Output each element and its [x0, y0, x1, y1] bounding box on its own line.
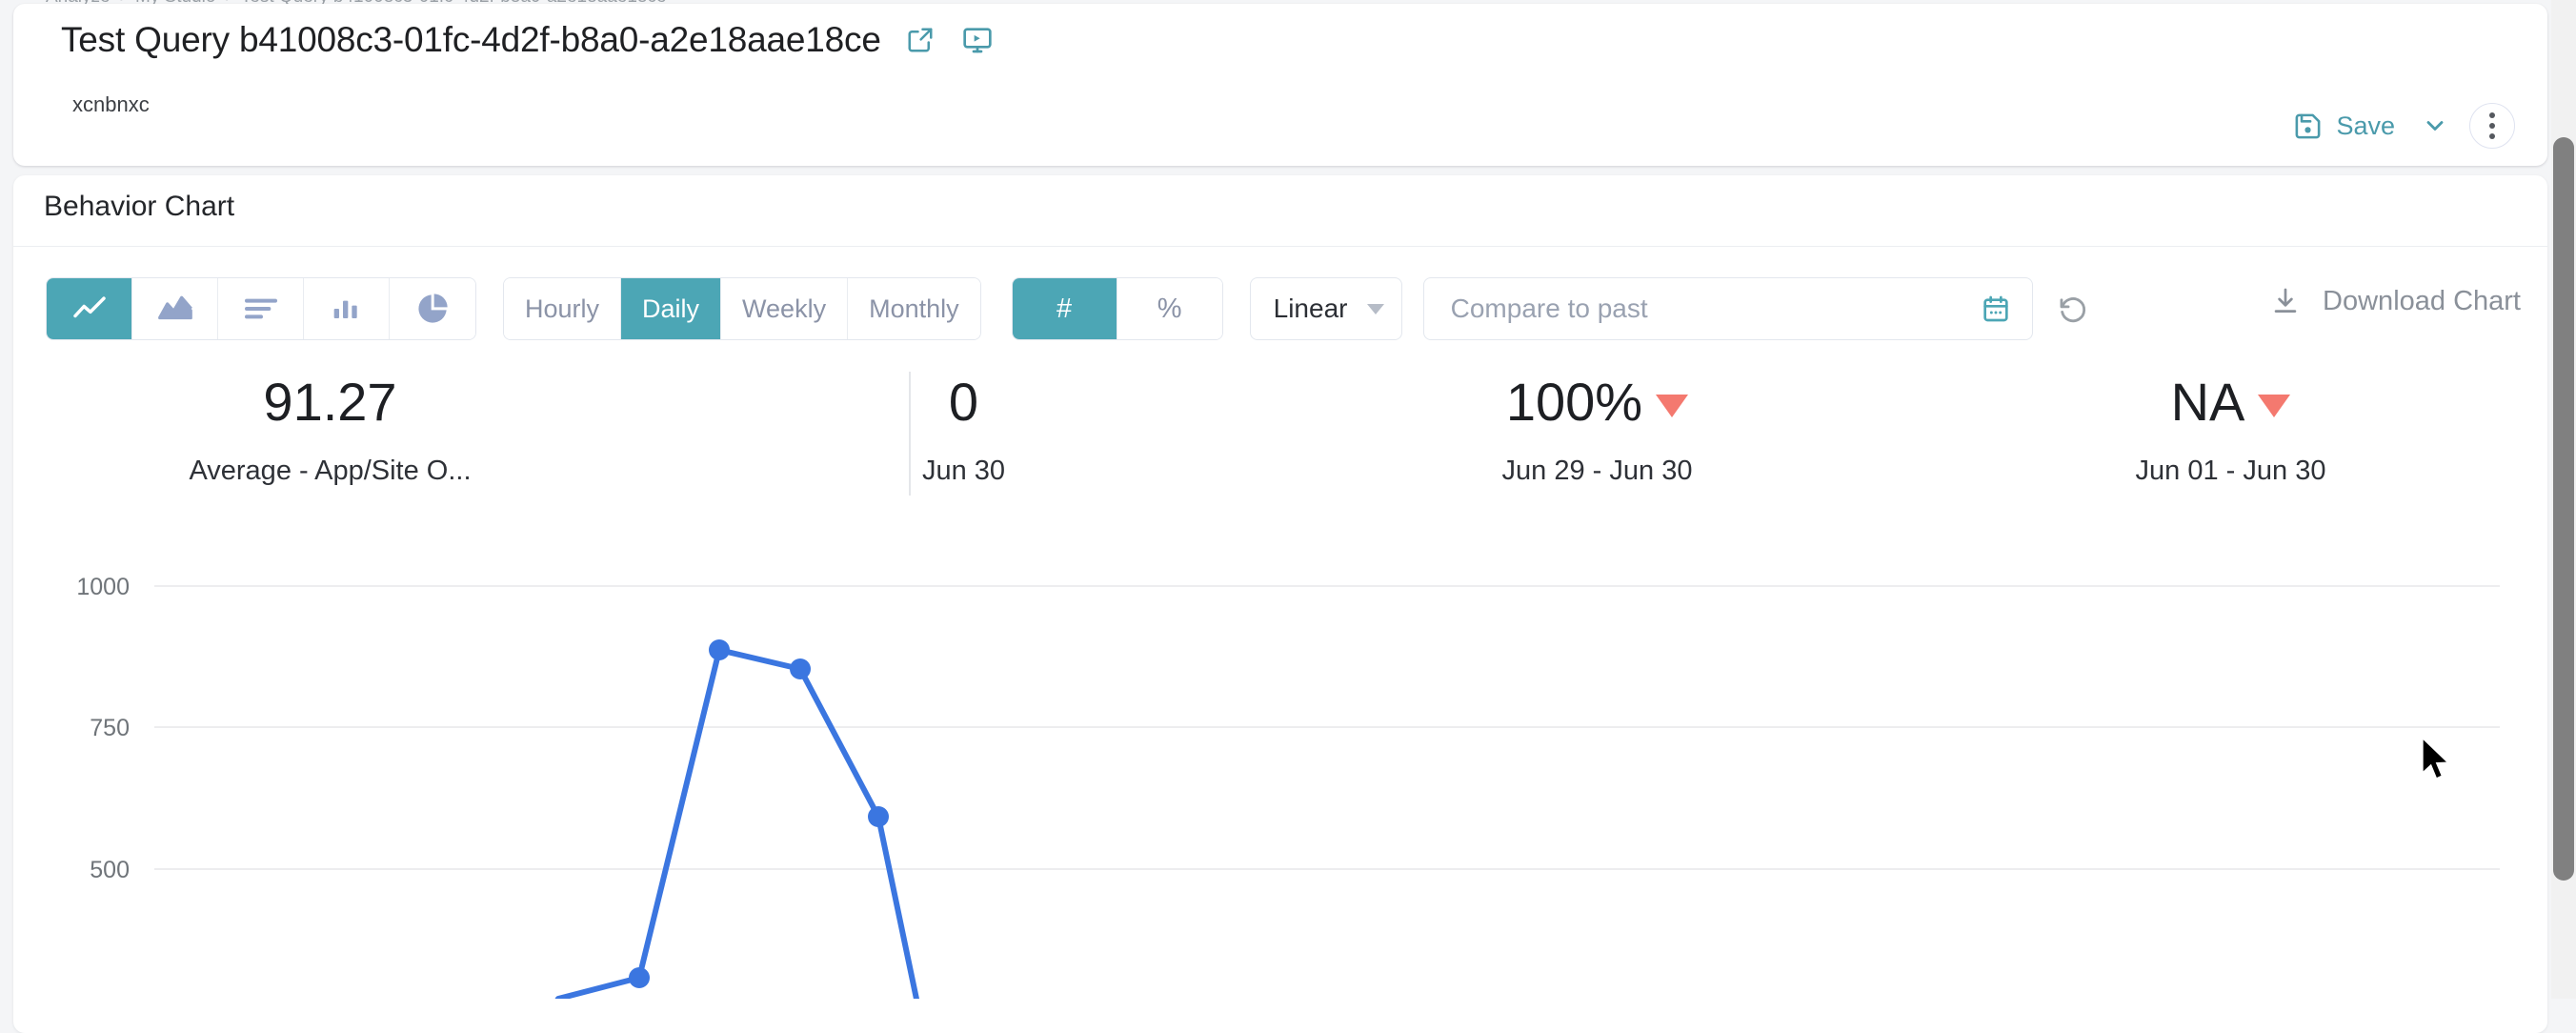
kpi-day-over-day-value: 100% — [1505, 372, 1643, 432]
ytick-label-1000: 1000 — [76, 574, 130, 600]
behavior-chart-svg[interactable]: 1000 750 500 — [13, 534, 2547, 999]
area-chart-icon[interactable] — [132, 278, 218, 339]
title-row: Test Query b41008c3-01fc-4d2f-b8a0-a2e18… — [61, 19, 996, 61]
compare-to-past-input[interactable] — [1448, 293, 1925, 325]
trend-down-icon — [2258, 395, 2291, 417]
column-chart-icon[interactable] — [304, 278, 390, 339]
kpi-latest-value: 0 — [948, 372, 979, 432]
kpi-day-over-day-value-line: 100% — [1505, 372, 1689, 432]
floppy-disk-icon — [2293, 111, 2323, 141]
header-card: Test Query b41008c3-01fc-4d2f-b8a0-a2e18… — [13, 4, 2547, 166]
granularity-group: Hourly Daily Weekly Monthly — [503, 277, 981, 340]
save-button[interactable]: Save — [2287, 108, 2401, 145]
kpi-average: 91.27 Average - App/Site O... — [13, 364, 647, 487]
external-link-icon[interactable] — [902, 22, 938, 58]
undo-reset-icon[interactable] — [2048, 284, 2098, 334]
chevron-down-icon — [1366, 303, 1384, 314]
kpi-month-over-month-label: Jun 01 - Jun 30 — [2135, 456, 2326, 486]
granularity-monthly[interactable]: Monthly — [848, 278, 980, 339]
kpi-latest-value-line: 0 — [949, 375, 978, 429]
header-actions: Save — [2287, 103, 2515, 149]
kpi-divider — [909, 372, 911, 496]
chevron-down-icon[interactable] — [2418, 112, 2452, 139]
breadcrumb-separator: › — [225, 0, 231, 8]
data-point[interactable] — [790, 658, 811, 679]
pie-chart-icon[interactable] — [390, 278, 475, 339]
kpi-average-label: Average - App/Site O... — [189, 456, 472, 486]
breadcrumb-item-my-studio[interactable]: My Studio — [135, 0, 215, 8]
value-mode-percent[interactable]: % — [1117, 278, 1222, 339]
scale-select-value: Linear — [1273, 294, 1348, 323]
ytick-label-500: 500 — [90, 857, 130, 883]
data-point[interactable] — [868, 806, 889, 827]
kpi-month-over-month: NA Jun 01 - Jun 30 — [1914, 364, 2547, 487]
value-mode-count[interactable]: # — [1012, 278, 1117, 339]
compare-to-past-field[interactable] — [1422, 277, 2033, 340]
trend-down-icon — [1656, 395, 1689, 417]
download-chart-button[interactable]: Download Chart — [2264, 284, 2526, 318]
vertical-scrollbar-thumb[interactable] — [2553, 137, 2574, 881]
more-vertical-icon[interactable] — [2469, 103, 2515, 149]
value-mode-group: # % — [1011, 277, 1223, 340]
kpi-latest: 0 Jun 30 — [647, 364, 1280, 487]
granularity-daily[interactable]: Daily — [621, 278, 722, 339]
page-title: Test Query b41008c3-01fc-4d2f-b8a0-a2e18… — [61, 20, 881, 59]
page-subtitle: xcnbnxc — [72, 92, 150, 116]
chart-plot-area[interactable]: 1000 750 500 — [13, 534, 2547, 999]
breadcrumb-item-current: Test Query b41008c3-01fc-4d2f-b8a0-a2e18… — [241, 0, 667, 8]
horizontal-bar-chart-icon[interactable] — [218, 278, 304, 339]
panel-title: Behavior Chart — [44, 191, 235, 222]
data-point[interactable] — [709, 639, 730, 660]
kpi-month-over-month-value: NA — [2170, 372, 2245, 432]
kpi-average-value: 91.27 — [263, 372, 397, 432]
vertical-scrollbar-track[interactable] — [2551, 0, 2576, 999]
series-line-app-site-opens[interactable] — [518, 647, 931, 999]
data-point[interactable] — [629, 967, 650, 988]
ytick-label-750: 750 — [90, 715, 130, 741]
save-button-label: Save — [2336, 111, 2395, 140]
kpi-month-over-month-value-line: NA — [2171, 375, 2291, 429]
kebab-dots — [2489, 110, 2495, 142]
download-icon — [2269, 285, 2302, 317]
granularity-hourly[interactable]: Hourly — [504, 278, 622, 339]
scale-select[interactable]: Linear — [1249, 277, 1402, 340]
line-chart-icon[interactable] — [47, 278, 132, 339]
kpi-day-over-day-label: Jun 29 - Jun 30 — [1501, 456, 1693, 486]
monitor-play-icon[interactable] — [959, 22, 996, 58]
chart-toolbar: Hourly Daily Weekly Monthly # % Linear — [46, 277, 2098, 340]
download-chart-label: Download Chart — [2323, 285, 2521, 316]
panel-divider — [13, 246, 2547, 247]
breadcrumb-separator: › — [120, 0, 126, 8]
calendar-icon[interactable] — [1981, 294, 2011, 324]
kpi-latest-label: Jun 30 — [921, 456, 1006, 486]
breadcrumb-item-analyze[interactable]: Analyze — [46, 0, 111, 8]
kpi-day-over-day: 100% Jun 29 - Jun 30 — [1280, 364, 1914, 487]
kpi-row: 91.27 Average - App/Site O... 0 Jun 30 1… — [13, 364, 2547, 505]
granularity-weekly[interactable]: Weekly — [721, 278, 849, 339]
kpi-average-value-line: 91.27 — [263, 375, 396, 429]
chart-type-group — [46, 277, 476, 340]
